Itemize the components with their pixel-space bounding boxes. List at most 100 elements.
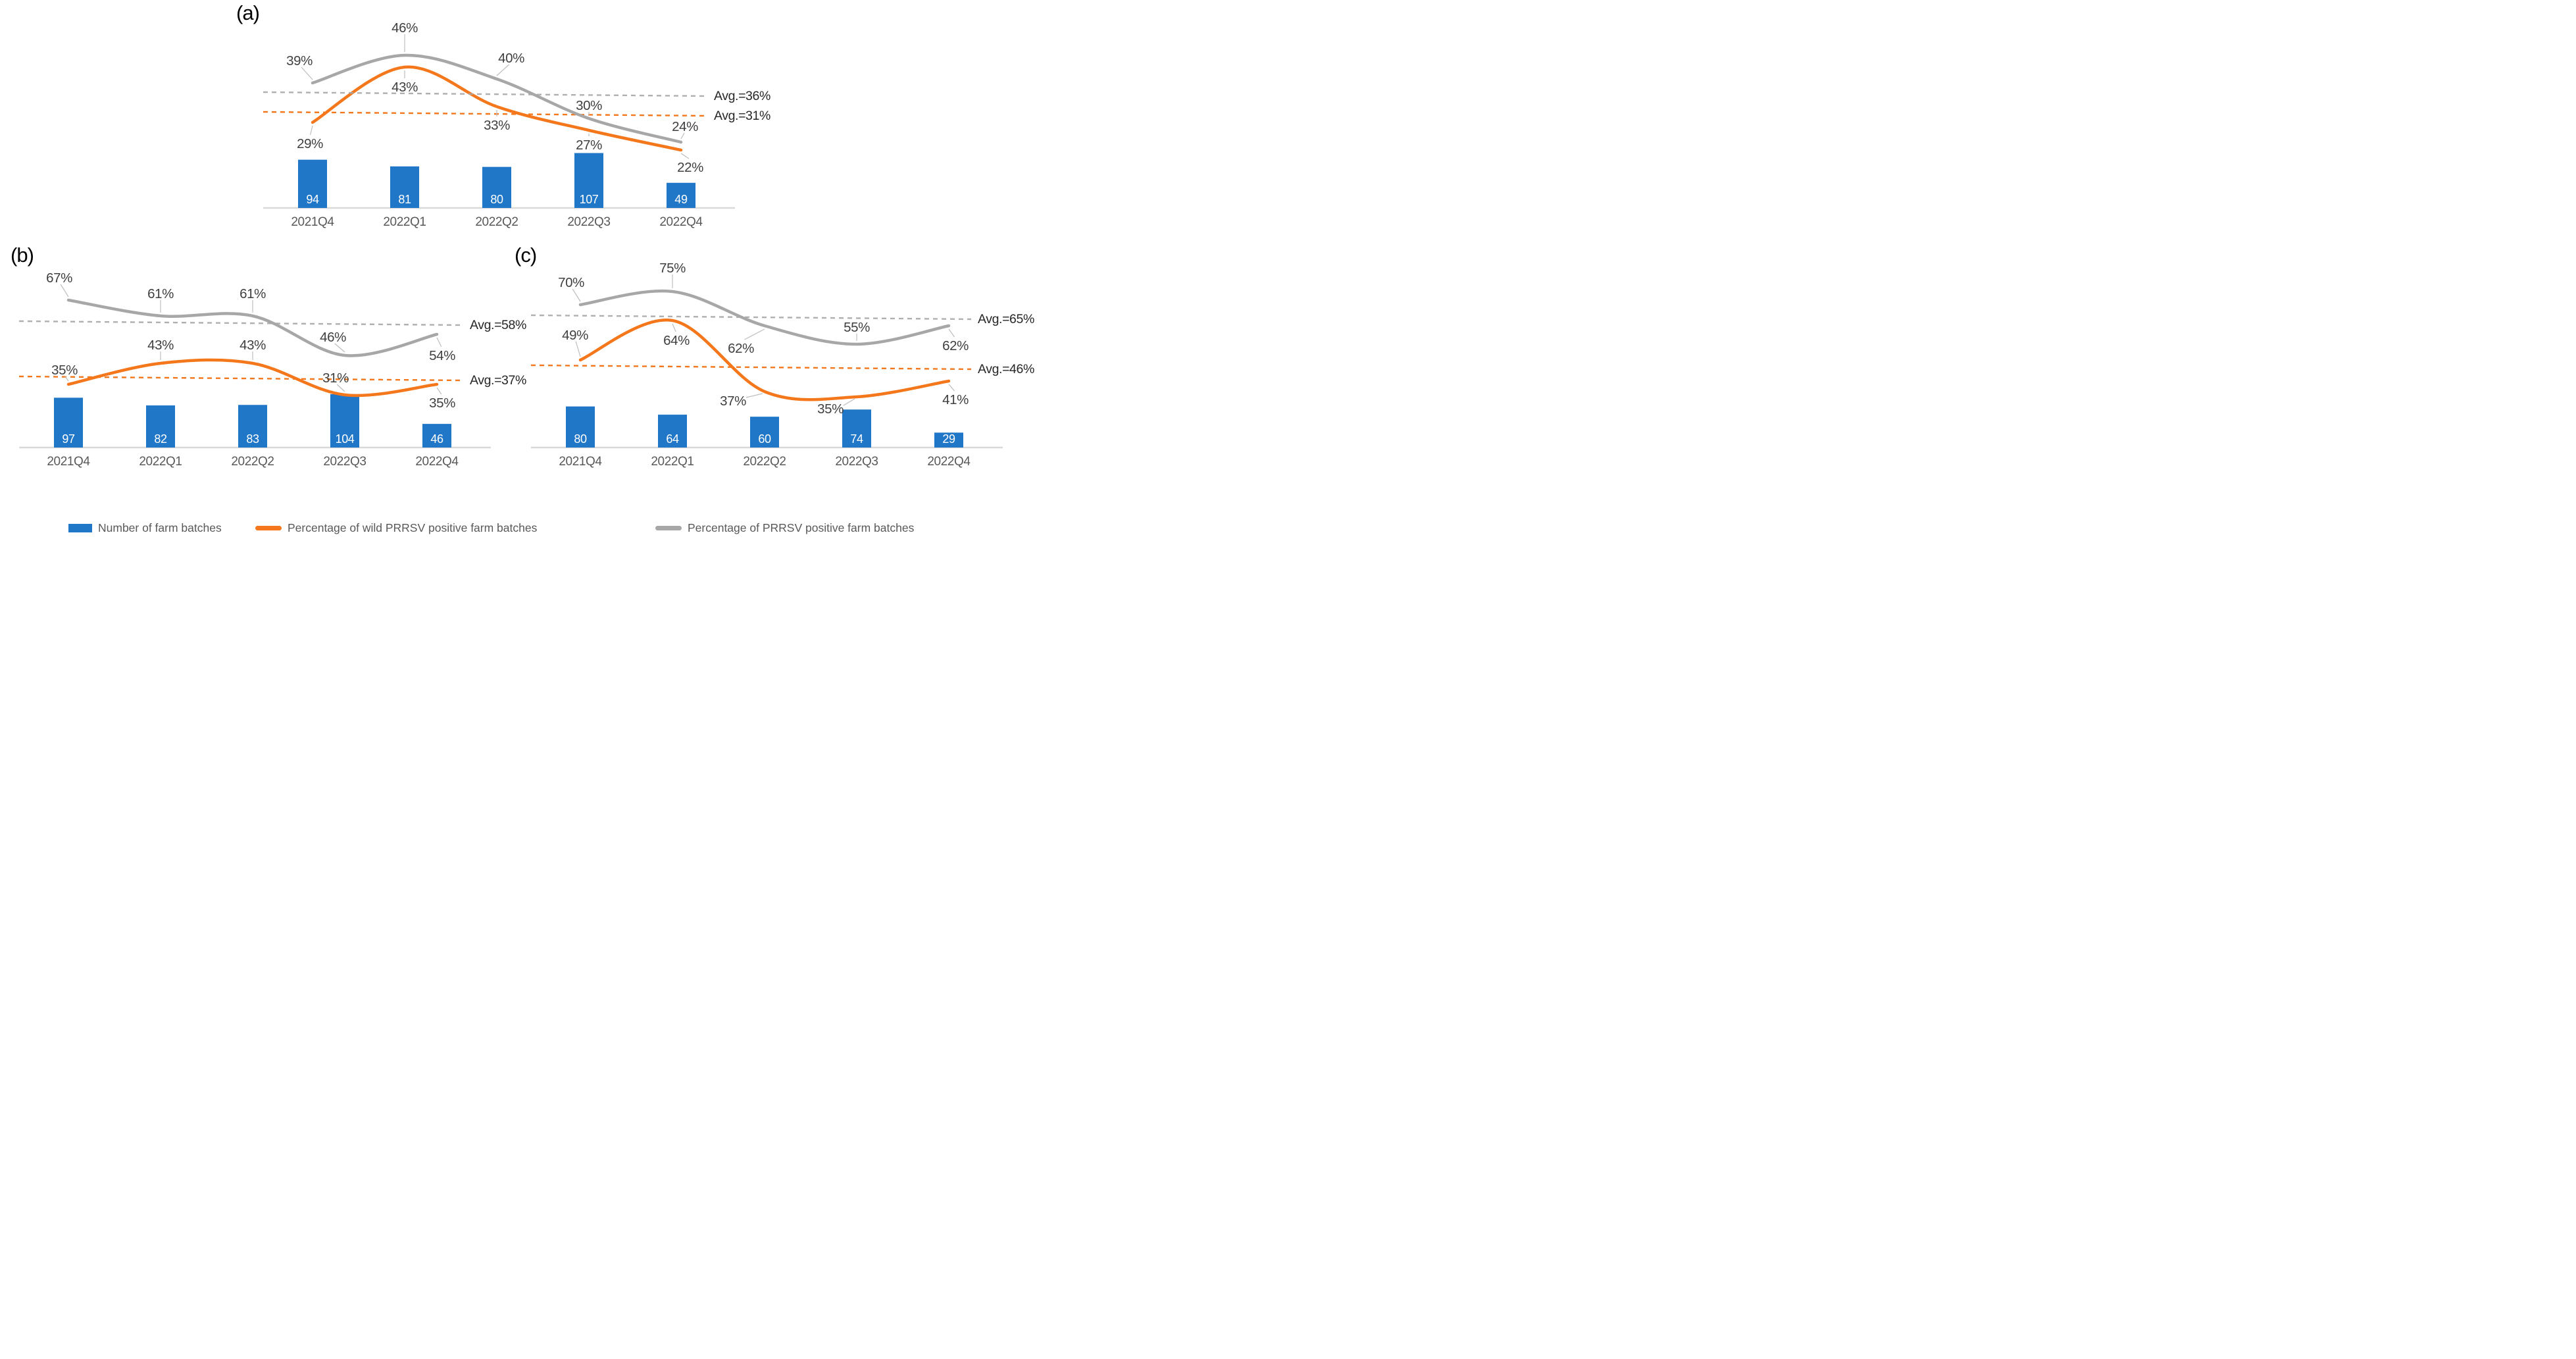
bar-value-label: 49 <box>674 193 688 206</box>
gray-point-label: 62% <box>728 341 754 356</box>
orange-point-label: 22% <box>677 160 703 175</box>
bar-value-label: 80 <box>490 193 503 206</box>
x-tick-label: 2022Q1 <box>139 455 182 469</box>
panel-a-chart: 94 2021Q4 81 2022Q1 80 2022Q2 107 2022Q3 49 2022Q… <box>263 20 770 229</box>
orange-point-label: 64% <box>663 333 690 348</box>
gray-avg-label: Avg.=58% <box>470 318 526 332</box>
bar-swatch <box>68 523 92 532</box>
bar <box>934 432 963 448</box>
orange-avg-dashed-line <box>263 111 708 117</box>
orange-line <box>578 319 951 401</box>
leader-line <box>745 393 763 398</box>
leader-line <box>744 328 765 340</box>
panel-b-letter: (b) <box>11 244 34 267</box>
orange-avg-dashed-line <box>530 364 972 371</box>
gray-point-label: 46% <box>391 20 418 36</box>
x-tick-label: 2022Q3 <box>323 455 366 469</box>
orange-line-swatch <box>255 525 282 530</box>
orange-line <box>66 358 439 397</box>
leader-line <box>680 153 690 159</box>
bar-value-label: 81 <box>398 193 411 206</box>
orange-point-label: 35% <box>429 396 455 411</box>
gray-line <box>66 298 439 357</box>
orange-point-label: 37% <box>720 394 746 409</box>
bar <box>750 417 779 448</box>
orange-avg-dashed-line <box>18 375 464 382</box>
gray-avg-dashed-line <box>18 320 464 326</box>
orange-point-label: 41% <box>942 392 969 407</box>
x-tick-label: 2022Q2 <box>743 455 786 469</box>
bar <box>330 394 359 448</box>
gray-point-label: 30% <box>576 98 602 113</box>
gray-point-label: 40% <box>498 51 524 66</box>
gray-point-label: 67% <box>46 270 72 286</box>
x-tick-label: 2022Q4 <box>415 455 459 469</box>
leader-line <box>680 132 685 140</box>
leader-line <box>301 66 313 80</box>
bar <box>298 159 327 208</box>
gray-line-swatch <box>655 525 682 530</box>
bar-value-label: 83 <box>246 432 259 446</box>
panel-c: (c) 80 2021Q4 64 2022Q1 60 2022Q2 74 2022Q3 29 20… <box>501 241 1034 473</box>
x-tick-label: 2022Q1 <box>383 215 426 229</box>
bar-value-label: 82 <box>154 432 167 446</box>
leader-line <box>334 343 345 353</box>
panel-a: (a) 94 2021Q4 81 2022Q1 80 2022Q2 107 2022Q3 49 2… <box>234 1 1023 233</box>
gray-avg-label: Avg.=36% <box>714 89 770 103</box>
bar <box>842 409 871 448</box>
bar-value-label: 94 <box>306 193 319 206</box>
legend-label: Percentage of wild PRRSV positive farm b… <box>288 521 538 534</box>
gray-point-label: 54% <box>429 348 455 363</box>
x-tick-label: 2022Q2 <box>475 215 518 229</box>
gray-point-label: 39% <box>286 53 313 68</box>
leader-line <box>948 384 955 392</box>
panel-c-letter: (c) <box>515 244 537 267</box>
legend-item-farm-batches: Number of farm batches <box>68 519 222 537</box>
leader-line <box>436 387 442 395</box>
gray-avg-dashed-line <box>263 91 708 97</box>
bar <box>566 406 595 448</box>
gray-avg-dashed-line <box>530 314 972 321</box>
leader-line <box>575 341 581 357</box>
leader-line <box>572 288 581 302</box>
bar <box>482 167 511 208</box>
gray-point-label: 75% <box>659 261 686 276</box>
bar-value-label: 60 <box>758 432 771 446</box>
bar-value-label: 80 <box>574 432 587 446</box>
bar-value-label: 29 <box>942 432 955 446</box>
legend-item-wild-prrsv: Percentage of wild PRRSV positive farm b… <box>255 519 537 537</box>
orange-line <box>311 65 683 152</box>
orange-point-label: 49% <box>562 328 588 343</box>
x-tick-label: 2022Q1 <box>651 455 694 469</box>
leader-line <box>436 337 442 347</box>
gray-point-label: 55% <box>844 320 870 335</box>
panel-a-letter: (a) <box>236 1 260 24</box>
x-tick-label: 2021Q4 <box>47 455 90 469</box>
gray-line <box>311 53 683 144</box>
bar <box>146 405 175 448</box>
leader-line <box>64 376 69 382</box>
leader-line <box>336 384 345 392</box>
gray-point-label: 62% <box>942 338 969 353</box>
gray-point-label: 61% <box>147 286 174 301</box>
bar <box>574 153 603 208</box>
orange-point-label: 31% <box>322 371 349 386</box>
orange-avg-label: Avg.=37% <box>470 373 526 388</box>
bar-value-label: 46 <box>430 432 443 446</box>
panel-b: (b) 97 2021Q4 82 2022Q1 83 2022Q2 104 2022Q3 46 2… <box>0 241 566 473</box>
legend-label: Number of farm batches <box>98 521 222 534</box>
x-tick-label: 2022Q3 <box>835 455 878 469</box>
gray-line <box>578 289 951 346</box>
orange-point-label: 29% <box>297 136 323 151</box>
bar <box>54 397 83 448</box>
legend-item-prrsv: Percentage of PRRSV positive farm batche… <box>655 519 914 537</box>
x-tick-label: 2022Q4 <box>927 455 971 469</box>
bar <box>390 166 419 208</box>
leader-line <box>310 125 313 136</box>
bar-value-label: 74 <box>850 432 863 446</box>
bar-value-label: 97 <box>62 432 75 446</box>
gray-point-label: 61% <box>240 286 266 301</box>
panel-b-chart: 97 2021Q4 82 2022Q1 83 2022Q2 104 2022Q3 46 2022Q… <box>18 270 526 469</box>
gray-point-label: 24% <box>672 119 698 134</box>
leader-line <box>496 64 510 76</box>
